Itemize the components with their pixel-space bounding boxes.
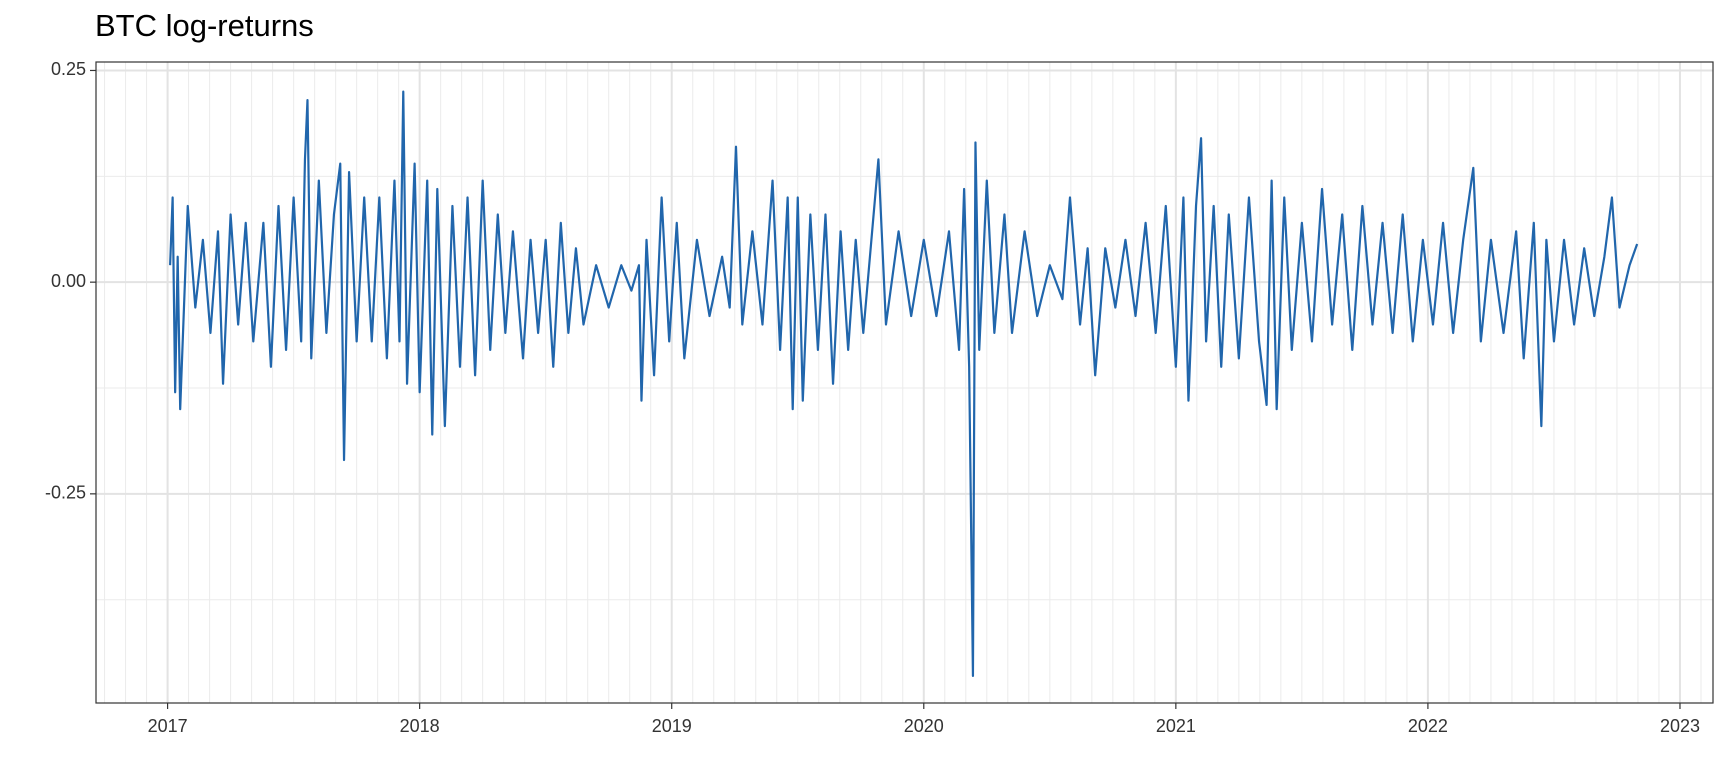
x-tick-label: 2019 bbox=[652, 716, 692, 736]
x-tick-label: 2017 bbox=[148, 716, 188, 736]
plot-background bbox=[96, 62, 1713, 703]
x-tick-label: 2020 bbox=[904, 716, 944, 736]
x-tick-label: 2018 bbox=[400, 716, 440, 736]
series-line bbox=[169, 90, 1639, 677]
x-tick-label: 2022 bbox=[1408, 716, 1448, 736]
y-tick-label: 0.00 bbox=[51, 271, 86, 291]
chart-title: BTC log-returns bbox=[95, 8, 314, 43]
plot-border bbox=[95, 61, 1714, 704]
x-tick-label: 2021 bbox=[1156, 716, 1196, 736]
y-tick-label: 0.25 bbox=[51, 59, 86, 79]
y-tick-label: -0.25 bbox=[45, 483, 86, 503]
x-tick-label: 2023 bbox=[1660, 716, 1700, 736]
